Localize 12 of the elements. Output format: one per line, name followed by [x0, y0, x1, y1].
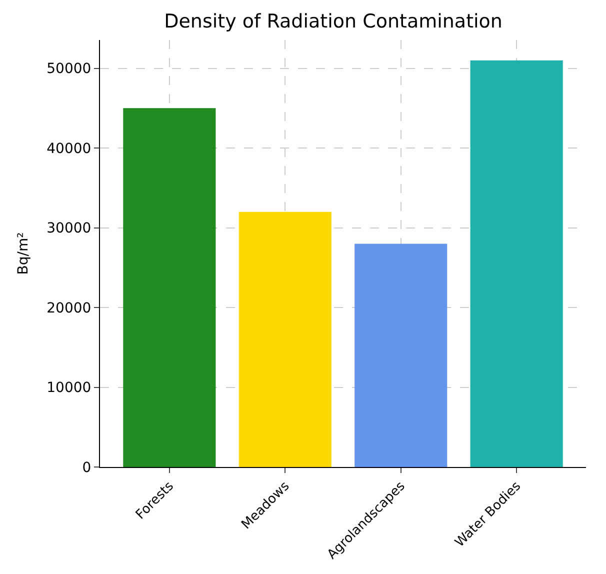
- bar: [238, 212, 332, 467]
- y-tick-label: 30000: [46, 220, 92, 237]
- y-tick-label: 40000: [46, 140, 92, 157]
- y-axis-title: Bq/m²: [15, 232, 32, 275]
- chart-title: Density of Radiation Contamination: [164, 10, 502, 33]
- y-tick-label: 10000: [46, 380, 92, 396]
- y-tick-label: 0: [82, 460, 92, 476]
- y-tick-label: 50000: [46, 61, 92, 78]
- bar: [123, 108, 216, 467]
- bar: [470, 60, 563, 467]
- y-tick-label: 20000: [46, 300, 92, 316]
- bar: [354, 244, 448, 467]
